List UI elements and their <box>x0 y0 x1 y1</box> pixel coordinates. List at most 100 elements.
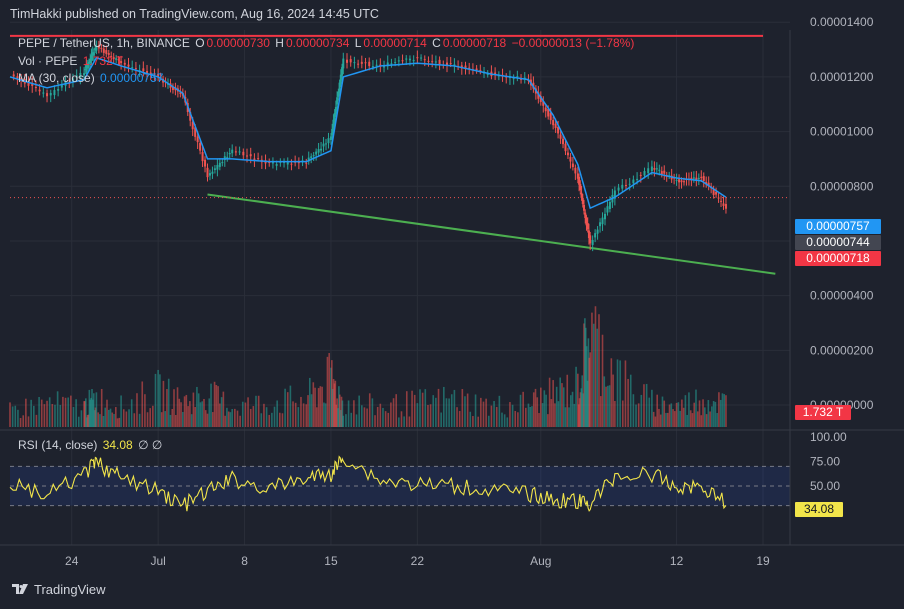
candle-body <box>271 162 274 164</box>
rsi-label[interactable]: RSI (14, close) <box>18 438 98 452</box>
candle-body <box>290 163 293 165</box>
candle-body <box>547 108 550 117</box>
volume-bar <box>231 409 233 427</box>
volume-bar <box>640 394 643 427</box>
candle-body <box>157 74 160 78</box>
time-axis-label: 15 <box>324 554 338 568</box>
volume-value: 1.732 T <box>82 54 124 68</box>
volume-bar <box>59 404 62 427</box>
volume-bar <box>382 407 384 427</box>
candle-body <box>675 179 678 181</box>
volume-bar <box>408 416 411 427</box>
symbol-name[interactable]: PEPE / TetherUS, 1h, BINANCE <box>18 36 190 50</box>
volume-bar <box>517 412 519 427</box>
ma-label[interactable]: MA (30, close) <box>18 71 95 85</box>
candle-body <box>438 59 441 65</box>
candle-body <box>49 92 52 96</box>
candle-body <box>557 127 560 134</box>
volume-bar <box>89 399 92 427</box>
candle-body <box>179 92 182 94</box>
trend-lines[interactable] <box>10 34 790 275</box>
low-label: L <box>354 36 362 50</box>
volume-bar <box>371 398 374 427</box>
candle-body <box>123 62 126 65</box>
footer-brand[interactable]: TradingView <box>12 582 106 597</box>
candle-body <box>549 112 552 121</box>
volume-bar <box>229 412 232 427</box>
candle-body <box>357 63 360 65</box>
volume-bar <box>716 413 718 427</box>
volume-bar <box>180 402 182 427</box>
volume-bar <box>384 411 387 427</box>
volume-bar <box>557 401 560 427</box>
candle-body <box>603 213 606 220</box>
volume-bar <box>331 388 334 427</box>
volume-bar <box>568 407 570 427</box>
volume-bar <box>398 417 400 427</box>
candle-body <box>112 57 115 60</box>
volume-bar <box>316 407 318 427</box>
candle-body <box>650 166 653 172</box>
candle-body <box>608 201 611 210</box>
volume-bar <box>681 399 683 427</box>
volume-bar <box>312 382 315 427</box>
volume-bar <box>273 406 276 427</box>
candle-body <box>257 158 260 160</box>
volume-bar <box>33 405 35 427</box>
volume-bar <box>159 374 161 427</box>
volume-bar <box>616 359 619 427</box>
candle-body <box>60 84 63 88</box>
candle-body <box>394 62 397 64</box>
volume-bar <box>654 416 657 427</box>
candle-body <box>552 120 555 126</box>
open-value: 0.00000730 <box>206 36 270 50</box>
candle-body <box>329 136 332 141</box>
volume-bar <box>672 409 674 427</box>
volume-bar <box>645 383 648 427</box>
volume-bar <box>247 397 249 427</box>
volume-bar <box>176 387 179 427</box>
rsi-hidden-icon[interactable]: ∅ ∅ <box>138 438 163 452</box>
candle-body <box>578 176 581 185</box>
volume-bar <box>92 393 95 427</box>
candle-body <box>110 55 113 57</box>
candle-body <box>341 67 344 76</box>
rsi-series <box>9 455 727 512</box>
volume-bar <box>239 415 241 427</box>
volume-bar <box>17 409 19 427</box>
candle-body <box>127 64 130 67</box>
volume-legend: Vol · PEPE 1.732 T <box>18 54 125 68</box>
candle-body <box>580 192 583 198</box>
candle-body <box>115 58 118 60</box>
candle-body <box>53 90 56 96</box>
candle-body <box>680 180 683 183</box>
candle-body <box>320 148 323 151</box>
candle-body <box>102 48 105 53</box>
time-axis-label: 19 <box>756 554 770 568</box>
candle-body <box>88 61 91 64</box>
volume-bar <box>174 414 177 427</box>
candle-body <box>617 187 620 191</box>
price-axis-label: 0.00000400 <box>810 289 874 303</box>
candle-body <box>594 233 597 238</box>
candle-body <box>655 168 658 170</box>
candle-body <box>636 178 639 180</box>
volume-bar <box>308 377 311 427</box>
volume-bar <box>173 389 175 427</box>
volume-bar <box>550 399 553 427</box>
volume-bar <box>531 406 533 427</box>
candle-body <box>700 176 703 179</box>
candle-body <box>228 153 231 155</box>
volume-bar <box>472 416 474 427</box>
volume-bar <box>107 409 110 427</box>
candle-body <box>658 169 661 171</box>
candle-body <box>91 52 94 56</box>
volume-bar <box>192 392 195 427</box>
volume-bar <box>106 399 108 427</box>
volume-bar <box>64 397 67 427</box>
volume-bar <box>125 411 128 427</box>
volume-label[interactable]: Vol · PEPE <box>18 54 78 68</box>
candle-body <box>327 138 330 144</box>
volume-bar <box>130 399 133 427</box>
